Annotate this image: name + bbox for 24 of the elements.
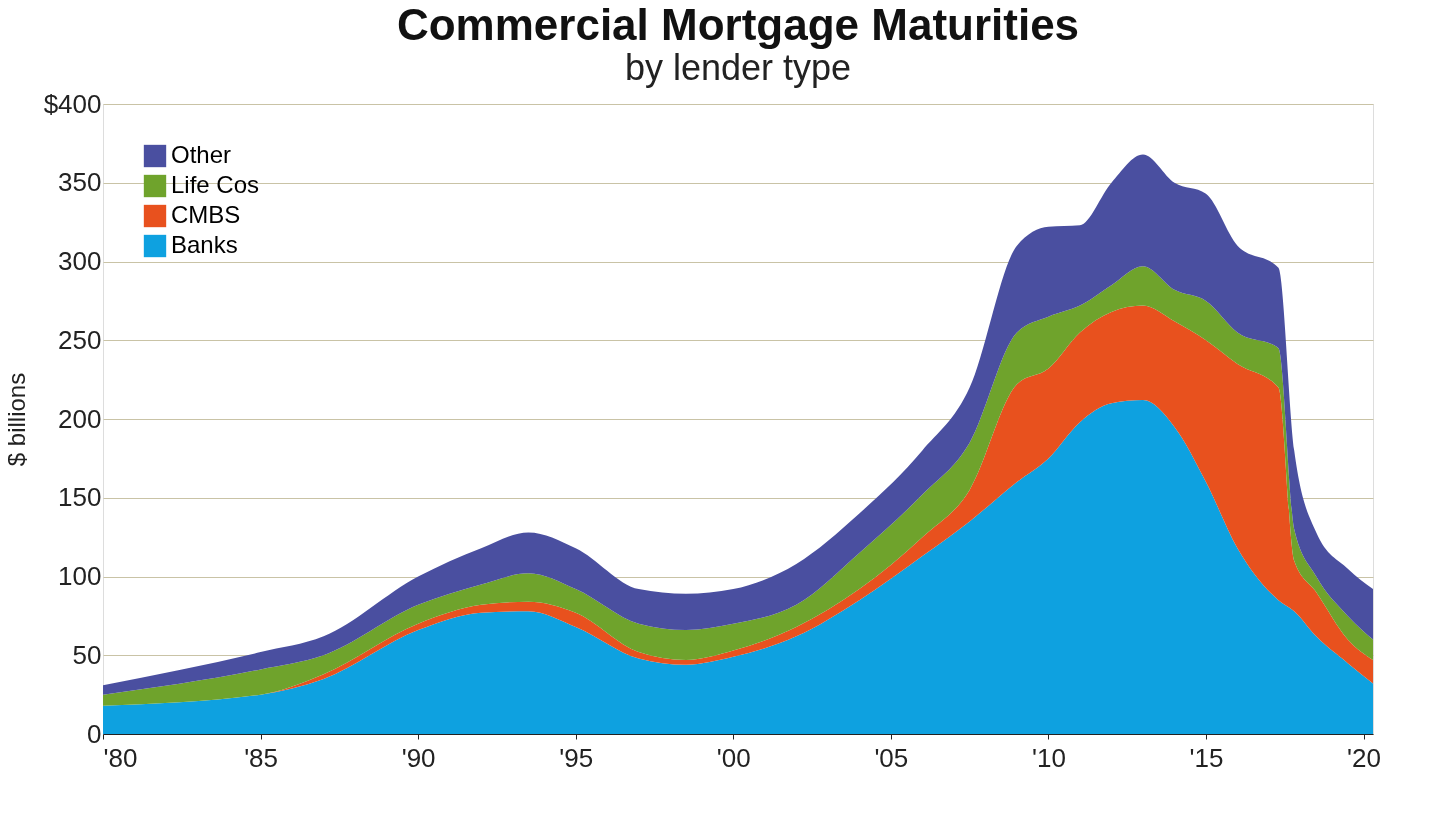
- y-tick-label: 250: [58, 324, 102, 355]
- x-tick-label: '80: [103, 742, 138, 773]
- y-tick-label: 150: [58, 482, 102, 513]
- x-tick-label: '90: [401, 742, 436, 773]
- y-tick-label: 300: [58, 246, 102, 276]
- legend-label: Life Cos: [171, 171, 260, 198]
- legend-label: Other: [171, 141, 232, 168]
- x-tick-label: '85: [244, 742, 279, 773]
- y-tick-label: 100: [58, 561, 102, 591]
- x-tick-label: '20: [1347, 742, 1381, 773]
- x-tick-label: '95: [559, 742, 594, 773]
- y-tick-label: 0: [87, 718, 102, 749]
- y-tick-label: 350: [58, 167, 102, 198]
- x-tick-label: '00: [716, 742, 751, 773]
- y-tick-label: 200: [58, 403, 102, 434]
- x-tick-label: '10: [1031, 742, 1066, 773]
- y-tick-label: $400: [43, 88, 102, 119]
- x-tick-label: '15: [1189, 742, 1224, 773]
- x-tick-label: '05: [874, 742, 909, 773]
- chart-title: Commercial Mortgage Maturities: [396, 0, 1080, 49]
- y-tick-label: 50: [72, 639, 102, 670]
- y-axis-title: $ billions: [2, 372, 30, 467]
- legend-label: CMBS: [171, 201, 241, 228]
- legend-label: Banks: [171, 231, 238, 258]
